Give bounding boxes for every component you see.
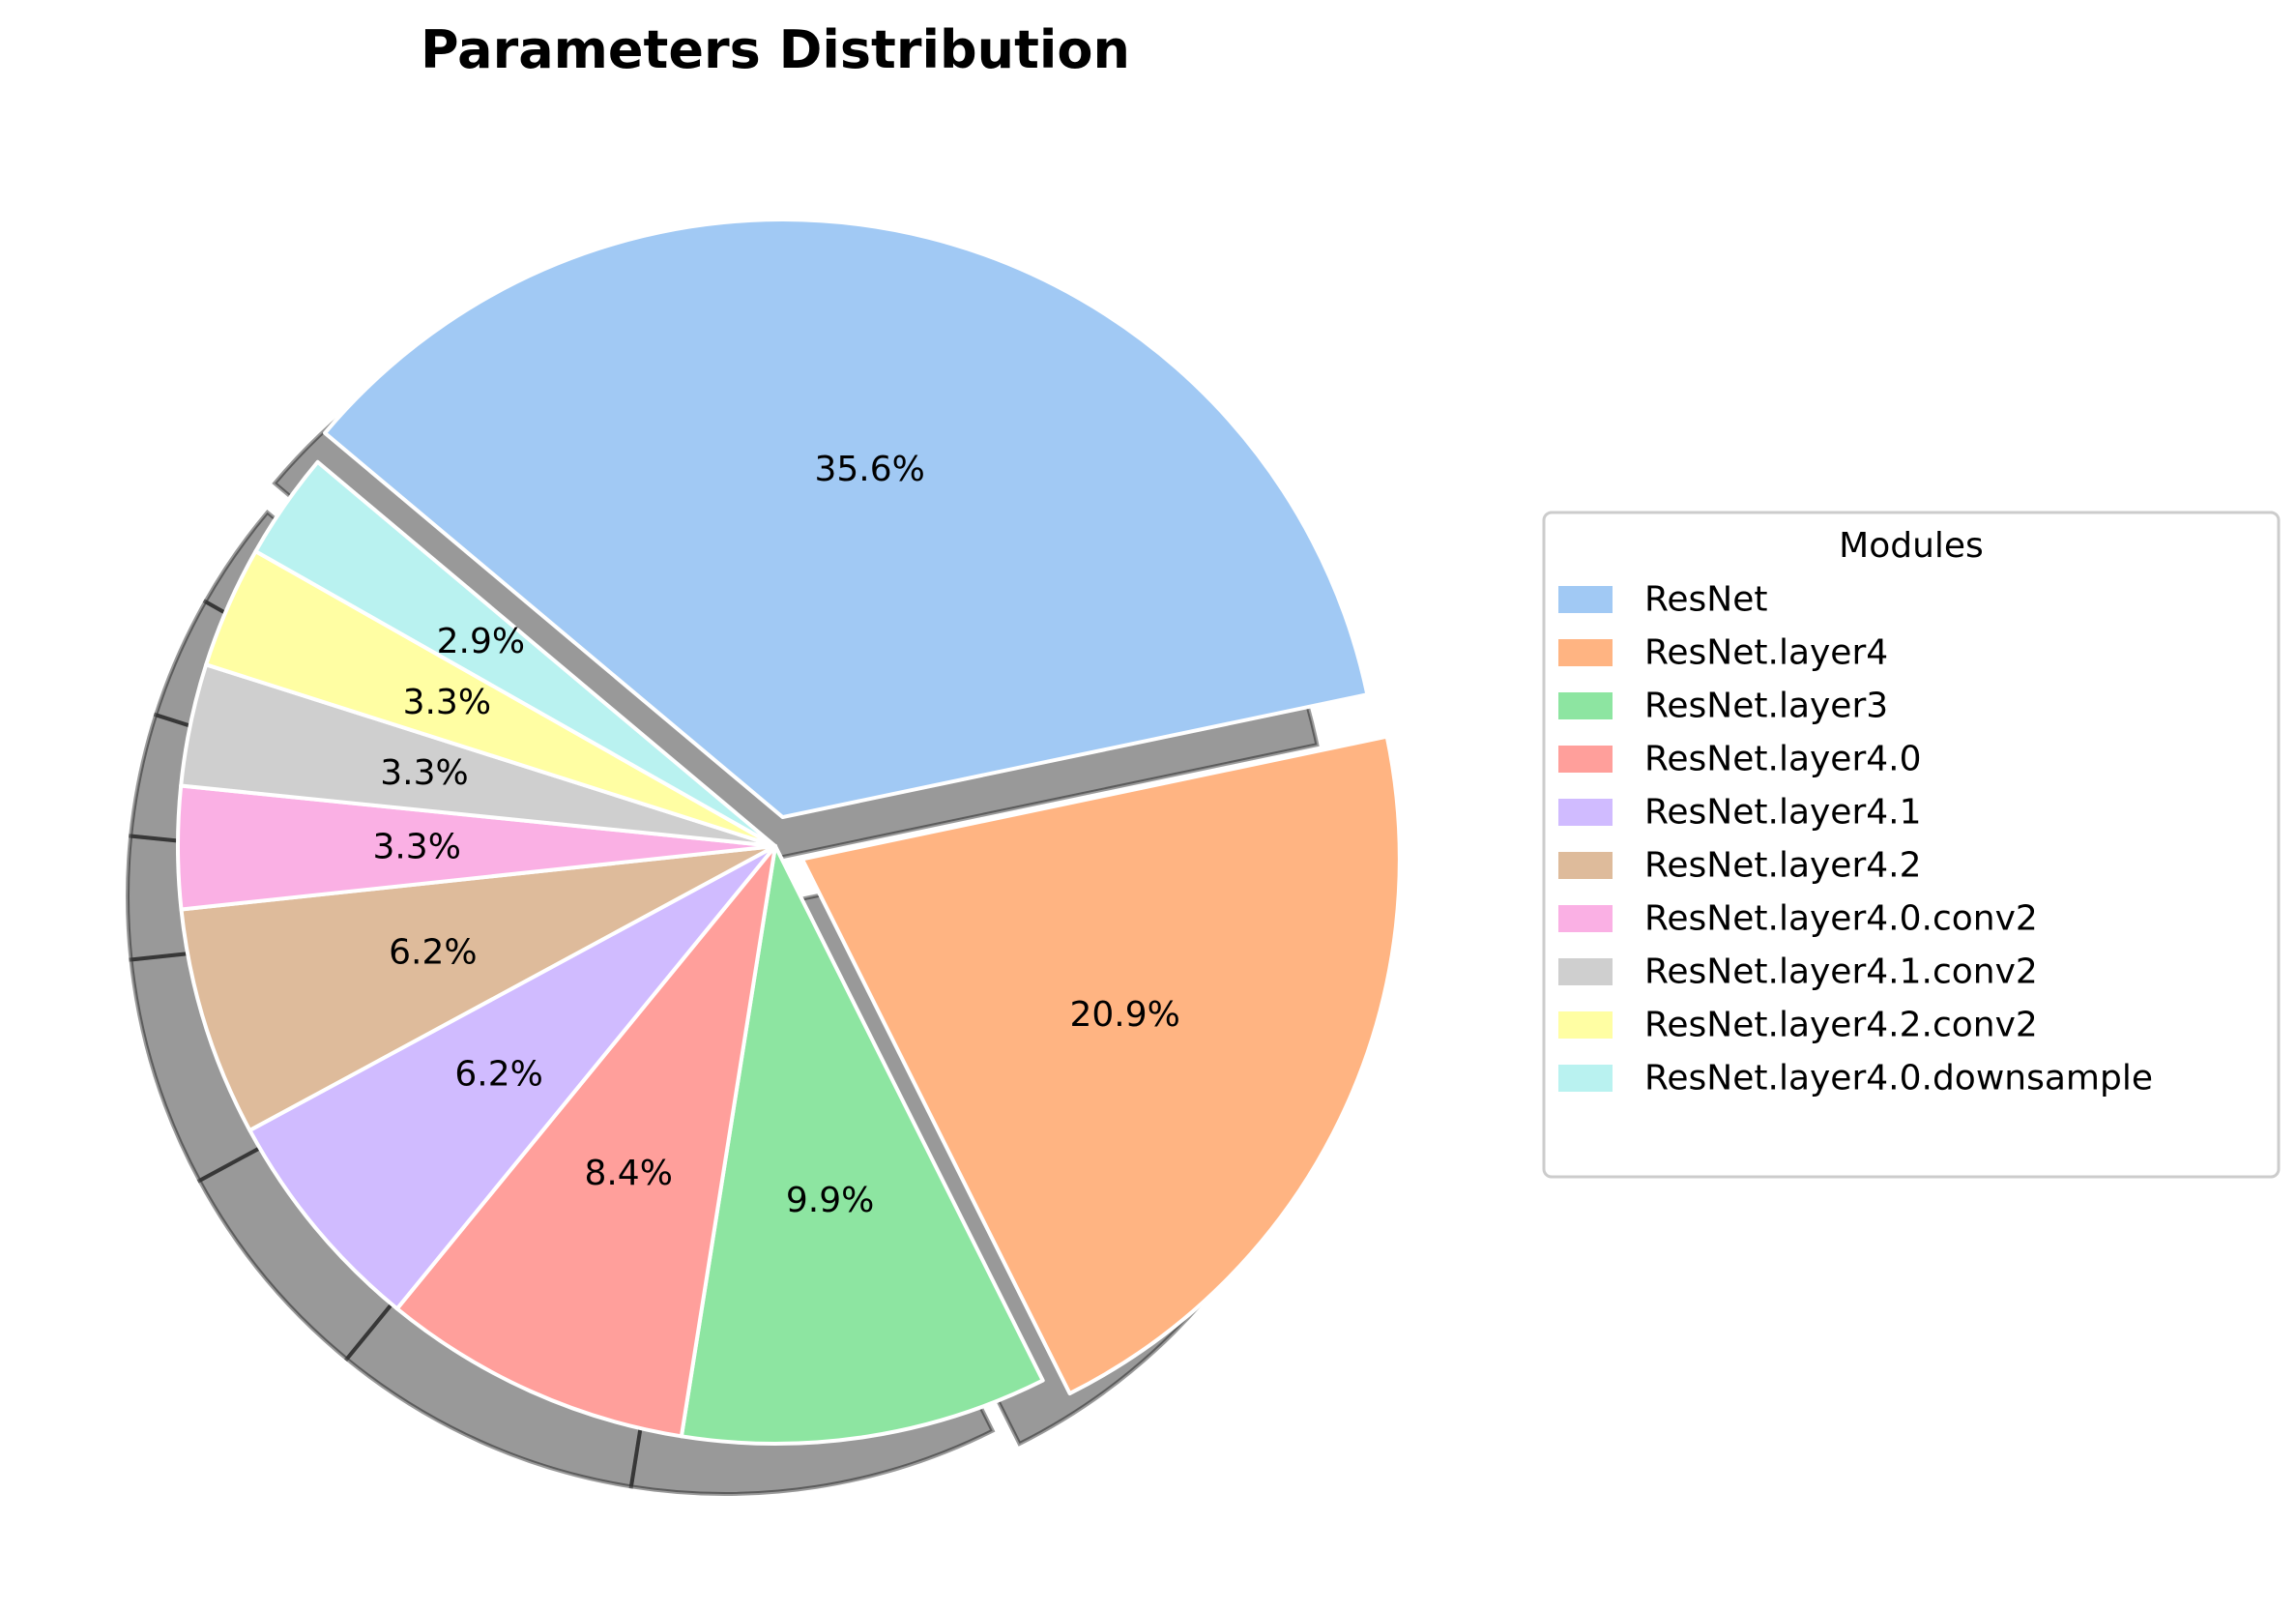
pie-wedges (176, 218, 1402, 1446)
legend-label: ResNet (1644, 580, 1768, 620)
legend-swatch (1558, 958, 1613, 985)
legend-swatch (1558, 1011, 1613, 1039)
legend-label: ResNet.layer4.0.downsample (1644, 1059, 2153, 1098)
pct-label-resnet-layer4-1: 6.2% (454, 1055, 542, 1095)
legend-items: ResNet ResNet.layer4 ResNet.layer3 ResNet.l… (1558, 580, 2153, 1098)
pct-label-resnet-layer4-0-conv2: 3.3% (372, 827, 460, 866)
pct-label-resnet-layer4-1-conv2: 3.3% (380, 753, 468, 793)
legend-label: ResNet.layer4.1.conv2 (1644, 952, 2038, 992)
wedge-resnet-layer4-0 (394, 844, 777, 1439)
legend-label: ResNet.layer3 (1644, 687, 1888, 726)
wedge-resnet-layer4 (799, 734, 1402, 1396)
legend-entry-resnet-layer4-1-conv2: ResNet.layer4.1.conv2 (1558, 952, 2038, 992)
legend-entry-resnet-layer4-0: ResNet.layer4.0 (1558, 740, 1922, 779)
legend-entry-resnet-layer4-2: ResNet.layer4.2 (1558, 846, 1922, 886)
legend-swatch (1558, 639, 1613, 666)
pct-label-resnet-layer4-2-conv2: 3.3% (403, 683, 491, 722)
pct-label-resnet-layer4-2: 6.2% (389, 932, 477, 972)
wedge-resnet-layer4-1 (247, 844, 777, 1311)
legend-frame (1542, 511, 2281, 1179)
pie-labels: 35.6% 20.9% 9.9% 8.4% 6.2% 6.2% 3.3% 3.3% 3.3% 2.… (372, 450, 1179, 1220)
legend-entry-resnet: ResNet (1558, 580, 1768, 620)
legend-entry-resnet-layer4-0-conv2: ResNet.layer4.0.conv2 (1558, 899, 2038, 939)
legend-entry-resnet-layer4-2-conv2: ResNet.layer4.2.conv2 (1558, 1006, 2038, 1045)
legend-entry-resnet-layer4: ResNet.layer4 (1558, 633, 1888, 673)
legend-swatch (1558, 586, 1613, 613)
pct-label-resnet-layer4-0-downsample: 2.9% (437, 622, 525, 661)
legend-entry-resnet-layer3: ResNet.layer3 (1558, 687, 1888, 726)
legend-entry-resnet-layer4-0-downsample: ResNet.layer4.0.downsample (1558, 1059, 2153, 1098)
pct-label-resnet-layer4: 20.9% (1070, 995, 1180, 1035)
legend: Modules ResNet ResNet.layer4 ResNet.layer3… (1542, 511, 2281, 1179)
legend-entry-resnet-layer4-1: ResNet.layer4.1 (1558, 793, 1922, 833)
legend-label: ResNet.layer4.2.conv2 (1644, 1006, 2038, 1045)
legend-swatch (1558, 746, 1613, 773)
legend-label: ResNet.layer4.0.conv2 (1644, 899, 2038, 939)
pct-label-resnet: 35.6% (815, 450, 925, 489)
wedge-resnet-layer4-2 (179, 844, 777, 1132)
legend-swatch (1558, 852, 1613, 879)
legend-swatch (1558, 799, 1613, 826)
wedge-resnet-layer4-0-downsample (253, 459, 777, 848)
pct-label-resnet-layer4-0: 8.4% (584, 1154, 672, 1193)
legend-label: ResNet.layer4.0 (1644, 740, 1922, 779)
legend-label: ResNet.layer4.1 (1644, 793, 1922, 833)
chart-title: Parameters Distribution (421, 19, 1130, 80)
legend-label: ResNet.layer4.2 (1644, 846, 1922, 886)
legend-swatch (1558, 1065, 1613, 1092)
legend-swatch (1558, 905, 1613, 932)
legend-title: Modules (1839, 526, 1984, 566)
legend-swatch (1558, 692, 1613, 719)
wedge-resnet-layer3 (679, 844, 1045, 1446)
pct-label-resnet-layer3: 9.9% (786, 1181, 874, 1220)
legend-label: ResNet.layer4 (1644, 633, 1888, 673)
wedge-resnet (323, 218, 1370, 820)
